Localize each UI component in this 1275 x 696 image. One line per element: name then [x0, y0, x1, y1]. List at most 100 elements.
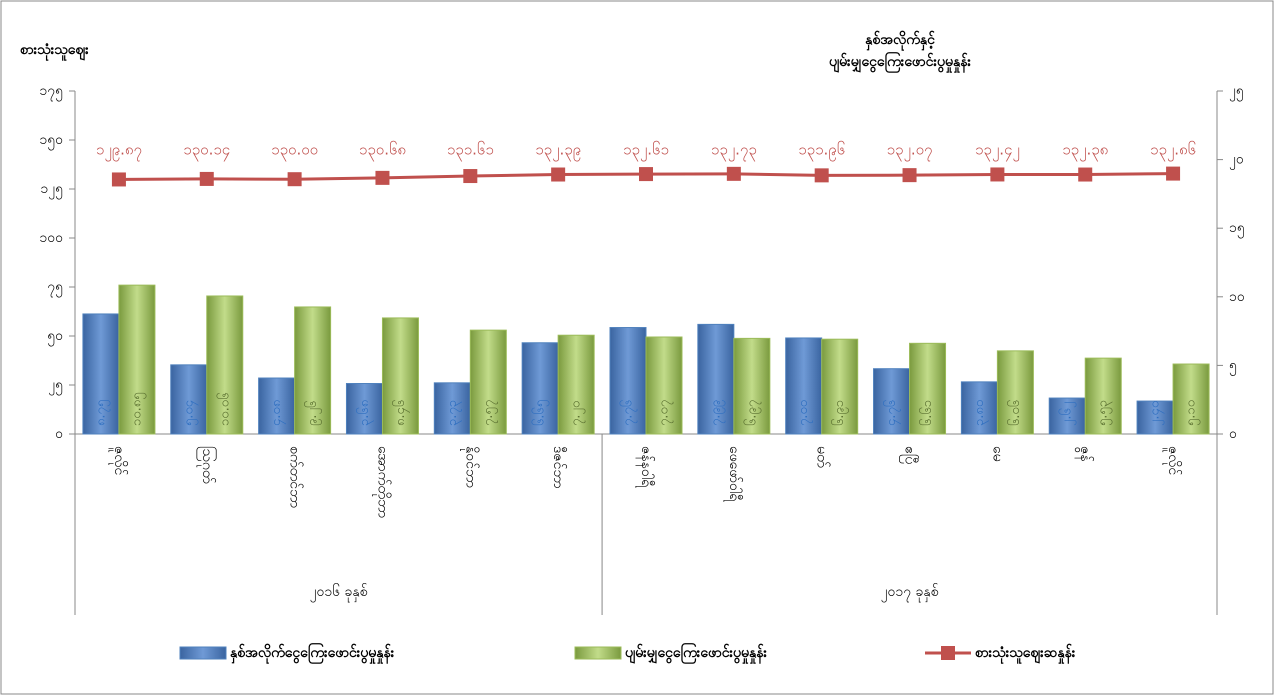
- bar: [381, 317, 419, 435]
- y-tick-label: ၂၅: [48, 377, 63, 395]
- bar-value-label: ၂.၆၂: [1059, 402, 1077, 426]
- bar-value-label: ၆.၀၆: [1007, 400, 1023, 426]
- bar: [733, 337, 771, 435]
- y-tick-label: ၀: [55, 426, 63, 442]
- group-label: ၂၀၁၇ ခုနှစ်: [881, 584, 939, 602]
- line-marker: [726, 166, 741, 181]
- line-value-label: ၁၃၂.၈၆: [1150, 141, 1196, 162]
- bar: [82, 313, 120, 435]
- line-value-label: ၁၃၂.၃၉: [535, 141, 581, 162]
- bar-value-label: ၉.၂၆: [304, 401, 322, 426]
- bar: [433, 382, 471, 435]
- bar-value-label: ၄.၀၈: [269, 400, 286, 426]
- x-tick-label: မတ်: [814, 446, 830, 468]
- bar: [1136, 400, 1174, 435]
- bar-value-label: ၇.၂၀: [569, 401, 586, 426]
- line-marker: [990, 167, 1005, 182]
- bar-value-label: ၁၀.၀၆: [216, 393, 232, 426]
- legend-swatch: [574, 646, 622, 660]
- bar: [996, 350, 1034, 435]
- line-value-label: ၁၃၀.၁၄: [183, 141, 230, 162]
- bar-value-label: ၅.၁၀: [1184, 400, 1201, 426]
- bar: [258, 377, 296, 435]
- bar-value-label: ၃.၇၃: [445, 400, 462, 426]
- bar: [785, 337, 823, 435]
- bar-value-label: ၇.၇၆: [620, 400, 638, 426]
- x-tick-label: ဇန်နဝါရီ: [636, 446, 654, 488]
- x-tick-label: ဧပြီ: [900, 446, 918, 464]
- line-marker: [287, 172, 302, 187]
- legend-label: နှစ်အလိုက်ငွေကြေးဖောင်းပွမှုနှုန်း: [230, 643, 395, 664]
- x-tick-label: ဇွန်: [1075, 446, 1093, 462]
- bar-value-label: ၇.၀၇: [657, 400, 674, 426]
- line-marker: [1078, 167, 1093, 182]
- bar-value-label: ၇.၀၀: [796, 400, 813, 426]
- legend-label: စားသုံးသူဈေးဆနှုန်း: [975, 644, 1076, 664]
- bar: [645, 336, 683, 435]
- y2-tick-label: ၀: [1229, 426, 1237, 442]
- bar: [469, 329, 507, 435]
- y2-axis-label: နှစ်အလိုက်နှင့်: [865, 31, 935, 51]
- line-marker: [1166, 166, 1181, 181]
- legend-label: ပျမ်းမျှငွေကြေးဖောင်းပွမှုနှုန်း: [625, 643, 767, 664]
- bar: [294, 306, 332, 435]
- bar-value-label: ၈.၇၅: [93, 400, 110, 426]
- bar: [1048, 397, 1086, 435]
- x-tick-label: စက်တင်ဘာ: [287, 446, 303, 508]
- x-tick-label: အောက်တိုဘာ: [372, 446, 390, 518]
- line-value-label: ၁၃၁.၉၆: [798, 141, 845, 162]
- line-value-label: ၁၃၂.၃၈: [1062, 141, 1108, 162]
- y2-axis-label: ပျမ်းမျှငွေကြေးဖောင်းပွမှုနှုန်း: [829, 52, 971, 73]
- y2-tick-label: ၁၅: [1229, 220, 1245, 238]
- y-tick-label: ၁၅၀: [39, 132, 63, 150]
- line-value-label: ၁၂၉.၈၇: [96, 141, 142, 162]
- bar-value-label: ၆.၉၇: [743, 400, 761, 426]
- group-label: ၂၀၁၆ ခုနှစ်: [310, 584, 368, 602]
- y2-tick-label: ၅: [1229, 357, 1237, 375]
- x-tick-label: ဇူလိုင်: [1163, 446, 1181, 475]
- bar: [697, 323, 735, 435]
- line-marker: [111, 172, 126, 187]
- bar: [609, 327, 647, 435]
- y-axis-label: စားသုံးသူဈေး: [20, 42, 89, 61]
- bar: [1172, 363, 1210, 435]
- bar-value-label: ၆.၆၁: [919, 400, 935, 426]
- x-tick-label: နိုဝင်ဘာ: [460, 446, 478, 488]
- bar-value-label: ၆.၆၅: [532, 400, 550, 426]
- x-tick-label: ဒီဇင်ဘာ: [550, 446, 566, 489]
- y2-tick-label: ၂၀: [1229, 152, 1244, 170]
- x-tick-label: မေ: [989, 446, 1005, 462]
- bar: [206, 295, 244, 435]
- bar-value-label: ၃.၆၈: [356, 400, 374, 426]
- x-tick-label: ဩဂုတ်: [197, 446, 216, 484]
- bar: [1084, 357, 1122, 435]
- bar-value-label: ၅.၀၄: [181, 399, 198, 426]
- legend-swatch: [179, 646, 227, 660]
- y2-tick-label: ၂၅: [1229, 83, 1244, 101]
- bar-value-label: ၄.၇၆: [883, 400, 901, 426]
- y-tick-label: ၁၇၅: [39, 83, 63, 101]
- bar: [170, 364, 208, 435]
- bar-value-label: ၆.၉၁: [831, 400, 849, 426]
- bar-value-label: ၁၀.၈၅: [129, 393, 146, 427]
- bar: [821, 338, 859, 435]
- line-value-label: ၁၃၁.၆၁: [447, 141, 494, 162]
- line-marker: [463, 169, 478, 184]
- line-value-label: ၁၃၂.၄၂: [975, 141, 1020, 162]
- bar-value-label: ၅.၅၃: [1096, 400, 1113, 426]
- line-value-label: ၁၃၀.၀၀: [271, 141, 318, 162]
- bar: [557, 334, 595, 435]
- bar: [345, 383, 383, 435]
- line-marker: [902, 168, 917, 183]
- y-tick-label: ၁၀၀: [39, 230, 63, 246]
- line-marker: [199, 171, 214, 186]
- bar-value-label: ၈.၄၆: [392, 400, 410, 426]
- bar: [118, 284, 156, 435]
- line-value-label: ၁၃၀.၆၈: [359, 141, 406, 162]
- legend-swatch: [941, 646, 955, 660]
- bar: [909, 342, 947, 435]
- bar-value-label: ၃.၈၀: [972, 400, 989, 426]
- line-value-label: ၁၃၂.၆၁: [623, 141, 669, 162]
- x-tick-label: ဇူလိုင်: [109, 446, 127, 475]
